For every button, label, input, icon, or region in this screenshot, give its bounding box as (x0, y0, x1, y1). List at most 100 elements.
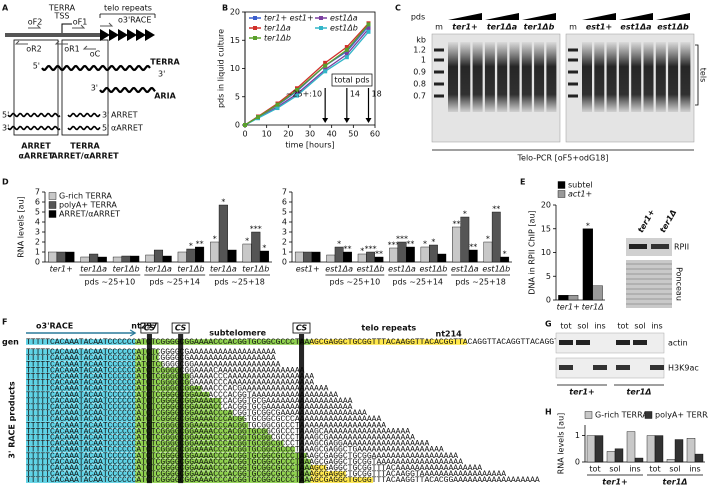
x-axis-label: time [hours] (285, 141, 334, 150)
y-tick-label: 5 (35, 208, 40, 217)
significance: ** (406, 240, 414, 249)
bar (145, 254, 155, 263)
y-tick-label: 4 (282, 218, 287, 227)
lane-smear (594, 42, 605, 112)
bar (437, 253, 447, 263)
lane-smear (655, 42, 666, 112)
x-tick-label: est1Δa (325, 265, 353, 274)
y-tick-label: 7 (282, 188, 287, 197)
region (26, 477, 136, 483)
y-tick-label: 10 (230, 64, 240, 73)
y-tick-label: 6 (35, 198, 40, 207)
bar (242, 243, 252, 263)
region (26, 434, 136, 441)
size-label: 0.8 (413, 80, 426, 89)
legend-marker (319, 16, 323, 20)
y-tick-label: 4 (35, 218, 40, 227)
primer (28, 24, 42, 29)
lane-smear (606, 42, 617, 112)
product-seq: TTTTTCACAAATACAATCCCCCCATCTCGGGGCGGAAAAC… (26, 434, 415, 443)
region (26, 446, 136, 453)
legend-swatch (584, 411, 593, 419)
lane-label: ter1+ (452, 23, 477, 32)
panel-letter: A (2, 4, 9, 13)
panel-letter: F (2, 318, 7, 327)
legend-label: G-rich TERRA (595, 411, 648, 420)
region (135, 373, 190, 380)
bar (186, 248, 196, 263)
product-seq: TTTTTCACAAATACAATCCCCCCATCTCGGGGCGGAAAAC… (26, 403, 353, 412)
legend-label: polyA+ TERRA (59, 201, 117, 210)
diagram-label: αARRET (19, 152, 54, 161)
bar (568, 295, 579, 301)
bar (195, 246, 205, 263)
bar (366, 251, 375, 263)
region-label: subtelomere (209, 329, 266, 338)
band (576, 340, 590, 345)
region (310, 465, 327, 471)
primer (72, 24, 86, 29)
region (135, 379, 190, 386)
region (26, 465, 136, 471)
significance: * (431, 238, 435, 247)
significance: *** (396, 235, 408, 244)
cs-bar (146, 334, 152, 484)
bar (334, 246, 344, 263)
y-tick-label: 15 (541, 224, 551, 233)
significance: * (423, 240, 427, 249)
significance: * (221, 198, 225, 207)
y-tick-label: 6 (282, 198, 287, 207)
bar (326, 254, 336, 263)
bar (586, 435, 596, 463)
region (26, 440, 136, 447)
blot (626, 238, 672, 256)
diagram-label: TSS (53, 12, 69, 21)
bar (594, 435, 604, 463)
point (344, 52, 349, 57)
x-tick-label: ins (689, 465, 700, 474)
bar (491, 211, 501, 263)
product-seq: TTTTTCACAAATACAATCCCCCCATCTCGGGGCGGAAAAC… (26, 385, 329, 394)
bracket (695, 44, 699, 106)
telo-repeat (145, 29, 155, 41)
x-tick-label: ter1Δb (177, 265, 204, 274)
legend-swatch (48, 192, 57, 200)
y-axis-label: DNA in RPII ChIP [au] (528, 210, 537, 294)
position-label: nt214 (436, 330, 463, 339)
diagram-label: ARRET (21, 142, 51, 151)
pds-wedge (448, 13, 482, 20)
y-tick-label: 2 (35, 238, 40, 247)
diagram-label: oR1 (64, 45, 80, 54)
lane-label: sol (577, 322, 588, 331)
significance: *** (365, 245, 377, 254)
significance: * (189, 242, 193, 251)
x-tick-label: tot (589, 465, 600, 474)
bar (130, 255, 140, 263)
arrow-head (322, 118, 329, 123)
lane-smear (521, 42, 532, 112)
band-label: RPII (674, 243, 689, 252)
region (135, 339, 311, 345)
diagram-label: oF1 (73, 18, 88, 27)
x-tick-label: tot (649, 465, 660, 474)
group-label: ter1+ (602, 478, 627, 487)
bar (500, 256, 510, 263)
diagram-label: oC (90, 50, 101, 59)
y-tick-label: 5 (235, 92, 240, 101)
legend-label: subtel (568, 181, 593, 190)
position-label: nt297 (131, 322, 157, 331)
bar (311, 251, 321, 263)
point (256, 115, 260, 120)
bar (420, 246, 430, 263)
bar (592, 285, 603, 301)
band-label: H3K9ac (668, 364, 699, 373)
region (135, 446, 296, 453)
bar (614, 448, 624, 463)
diagram-label: αARRET (111, 124, 143, 133)
significance: * (360, 247, 364, 256)
product-seq: TTTTTCACAAATACAATCCCCCCATCTCGGGGCGGAAAAC… (26, 464, 482, 473)
significance: *** (388, 241, 400, 250)
product-seq: TTTTTCACAAATACAATCCCCCCATCTCGGGGCGGAAAAC… (26, 409, 367, 418)
x-tick-label: est1Δb (482, 265, 510, 274)
marker-band (434, 94, 444, 98)
